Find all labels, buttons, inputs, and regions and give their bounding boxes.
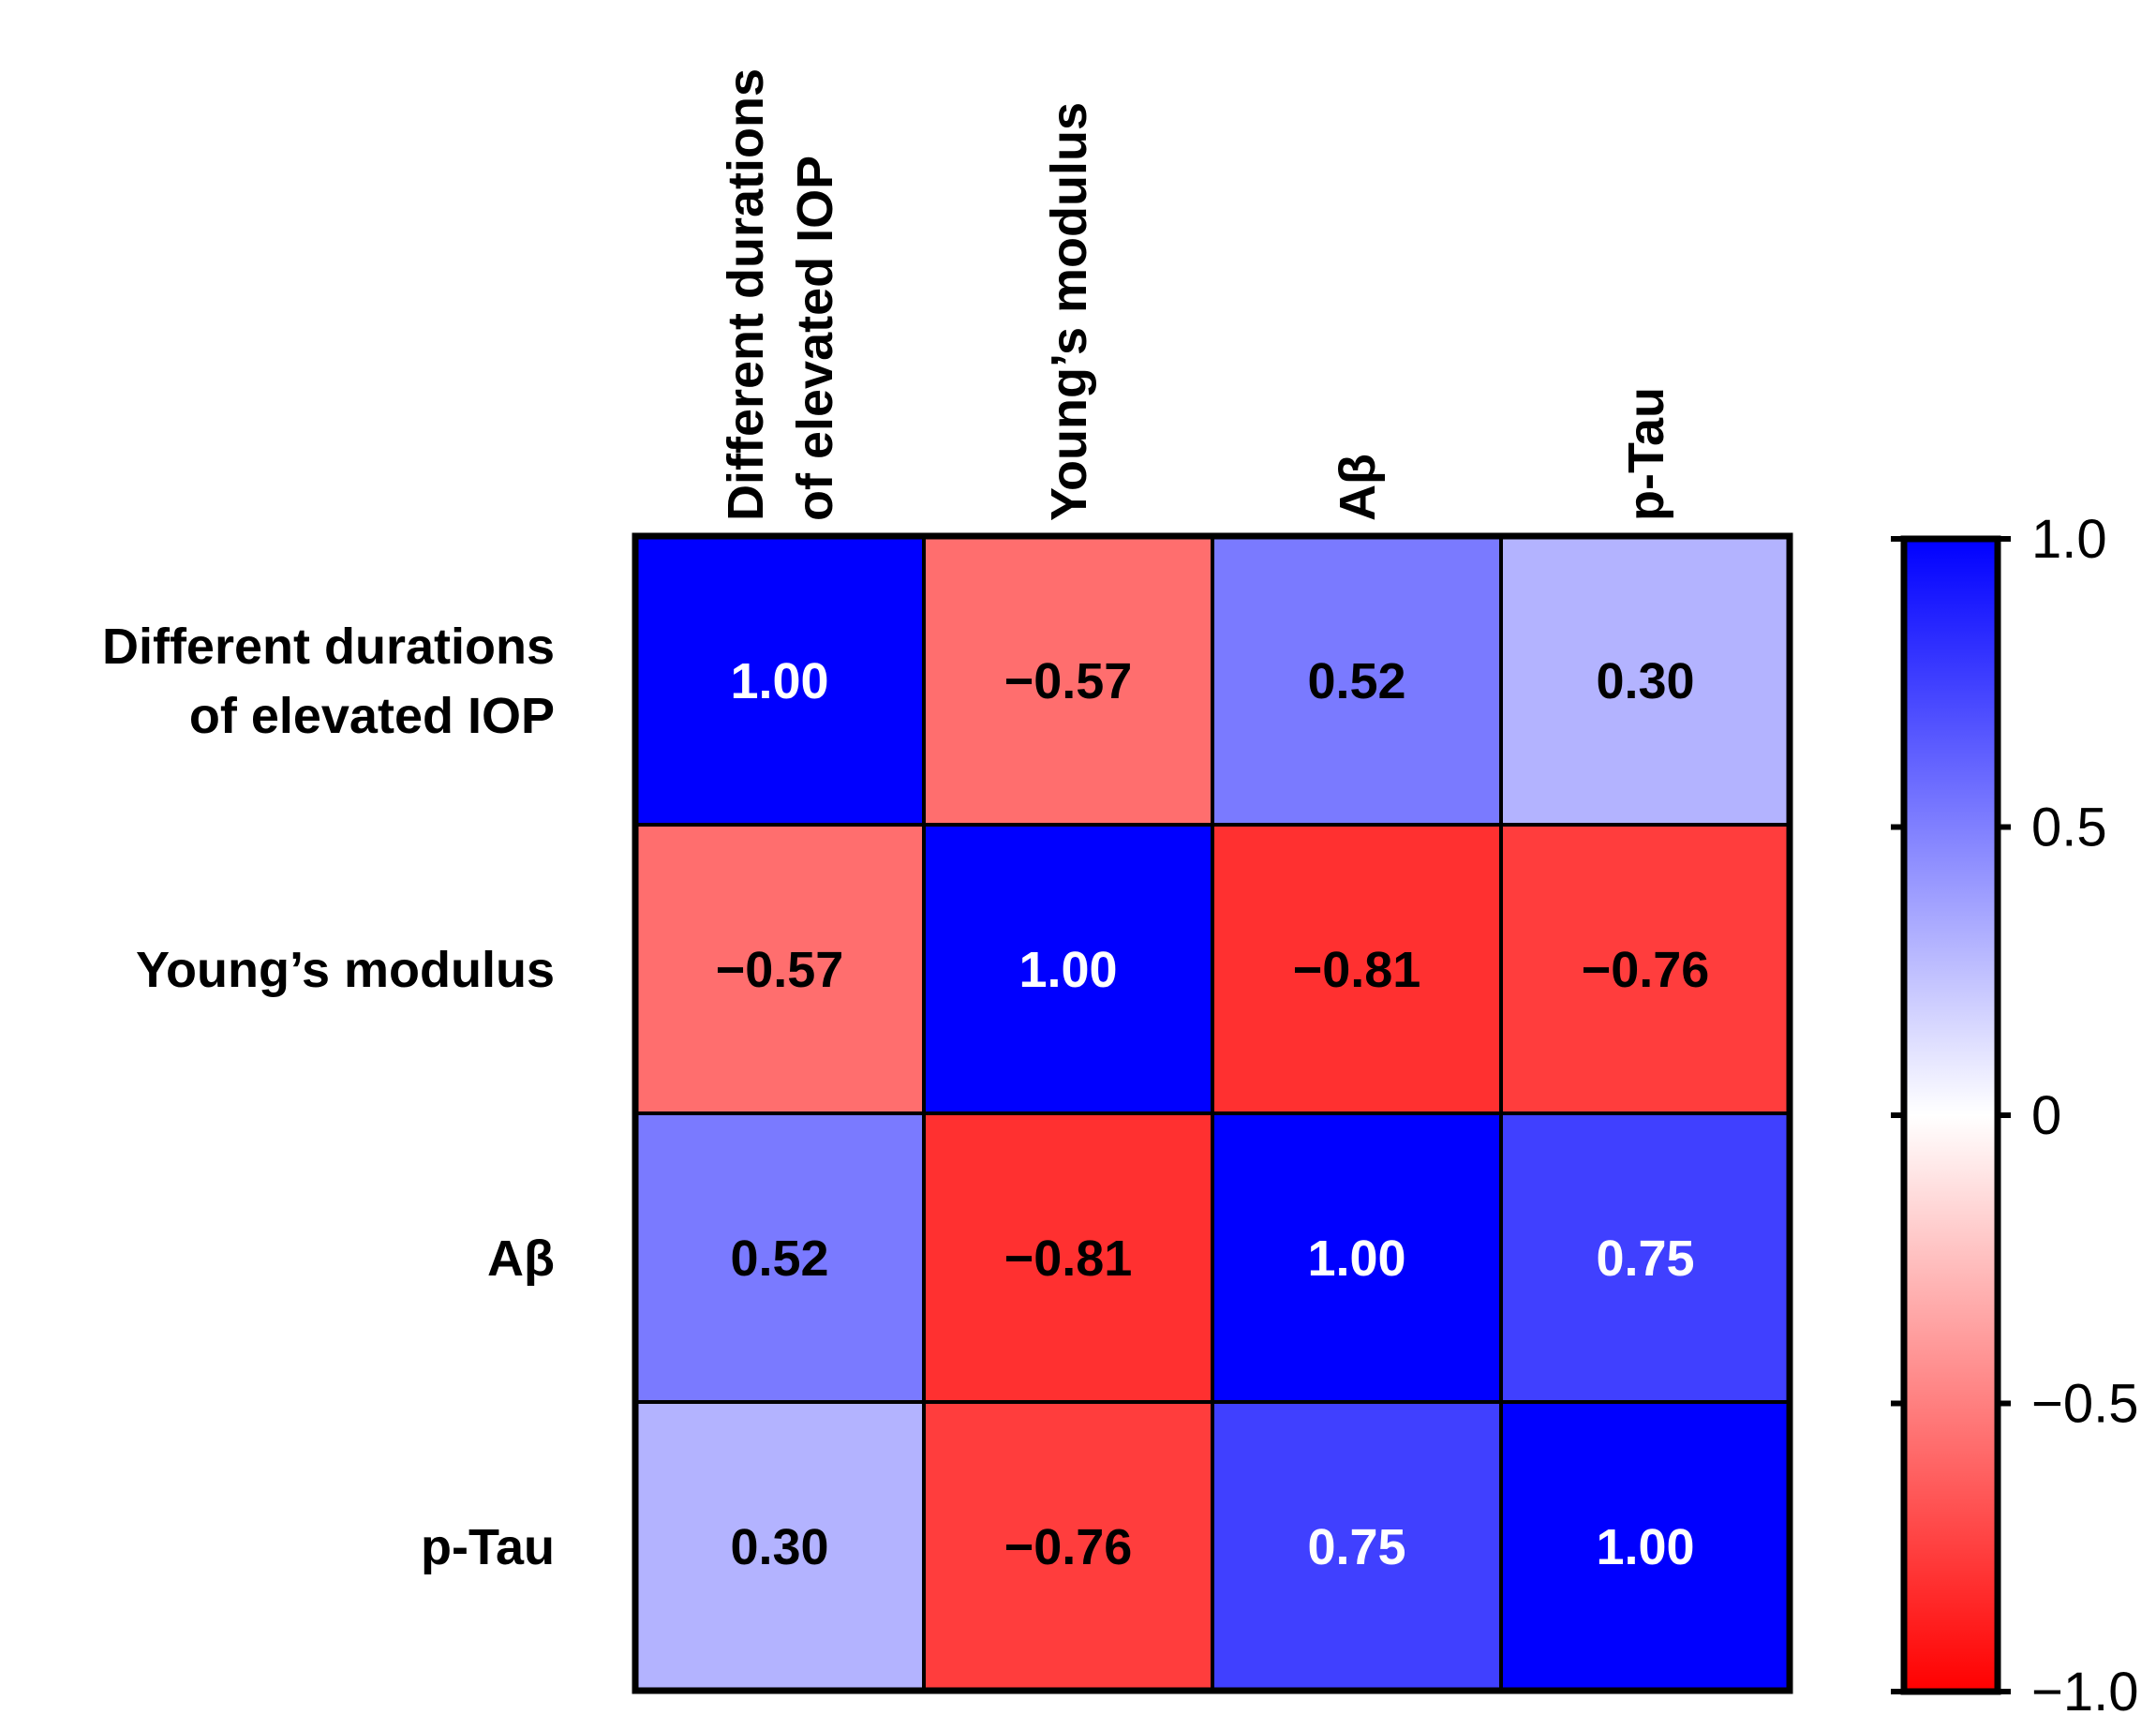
colorbar-ticks: 1.0 0.5 0 −0.5 −1.0 (1891, 509, 2139, 1723)
colorbar-tick-label: −0.5 (2031, 1374, 2139, 1435)
cell-value-label: −0.57 (716, 942, 844, 998)
colorbar-tick-label: −1.0 (2031, 1662, 2139, 1723)
heatmap-cell (1499, 1400, 1792, 1693)
heatmap-cell (633, 1400, 926, 1693)
cell-value-label: −0.57 (1004, 653, 1133, 709)
heatmap-cell (922, 534, 1214, 827)
row-label: Aβ (487, 1230, 555, 1287)
heatmap-cell (922, 1111, 1214, 1404)
cell-value-label: −0.76 (1582, 942, 1710, 998)
row-label: p-Tau (421, 1519, 555, 1575)
heatmap-cell (633, 534, 926, 827)
heatmap-cell (633, 823, 926, 1115)
cell-value-label: 1.00 (730, 653, 828, 709)
cell-value-label: 0.30 (1596, 653, 1694, 709)
cell-value-label: 0.75 (1307, 1519, 1405, 1575)
heatmap-cell (922, 1400, 1214, 1693)
heatmap-frame (632, 532, 1793, 1694)
cell-value-label: −0.76 (1004, 1519, 1133, 1575)
colorbar-tick-label: 0 (2031, 1085, 2061, 1146)
colorbar-tick-label: 0.5 (2031, 798, 2107, 858)
cell-value-label: −0.81 (1293, 942, 1421, 998)
column-label: Aβ (1330, 454, 1386, 521)
column-label: of elevated IOP (787, 156, 843, 521)
column-label: p-Tau (1618, 387, 1674, 521)
colorbar-gradient-bar (1900, 535, 2001, 1695)
row-label: Young’s modulus (136, 942, 555, 998)
heatmap-cell (922, 823, 1214, 1115)
cell-value-label: 1.00 (1019, 942, 1117, 998)
heatmap-value-labels: 1.00 −0.57 0.52 0.30 −0.57 1.00 −0.81 −0.76 0.52… (716, 653, 1710, 1575)
heatmap-cells (633, 534, 1792, 1693)
colorbar-tick-label: 1.0 (2031, 509, 2107, 570)
heatmap-cell (1499, 823, 1792, 1115)
column-label: Young’s modulus (1041, 102, 1097, 521)
cell-value-label: 0.30 (730, 1519, 828, 1575)
cell-value-label: 1.00 (1307, 1230, 1405, 1287)
cell-value-label: −0.81 (1004, 1230, 1133, 1287)
cell-value-label: 1.00 (1596, 1519, 1694, 1575)
column-labels: Different durations of elevated IOP Young’… (718, 68, 1674, 521)
heatmap-cell (1499, 534, 1792, 827)
row-label: Different durations (102, 619, 555, 675)
heatmap-cell (1499, 1111, 1792, 1404)
cell-value-label: 0.52 (1307, 653, 1405, 709)
cell-value-label: 0.75 (1596, 1230, 1694, 1287)
column-label: Different durations (718, 68, 774, 521)
row-label: of elevated IOP (189, 688, 555, 744)
cell-value-label: 0.52 (730, 1230, 828, 1287)
row-labels: Different durations of elevated IOP Young’… (102, 619, 555, 1575)
colorbar: 1.0 0.5 0 −0.5 −1.0 (1891, 509, 2139, 1723)
